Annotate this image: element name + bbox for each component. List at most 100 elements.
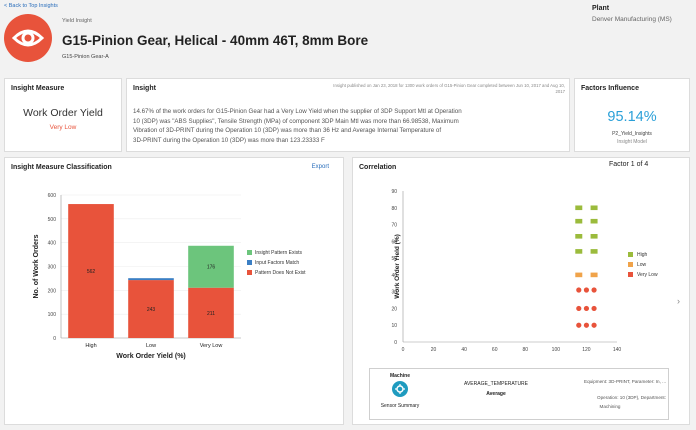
sensor-metric: AVERAGE_TEMPERATURE [464,381,528,387]
insight-measure-title: Insight Measure [11,85,65,92]
x-tick-label: High [85,343,96,349]
y-tick-label: 0 [53,336,56,342]
insight-body-line: 14.67% of the work orders for G15-Pinion… [133,108,462,115]
insight-eye-icon-badge [4,14,52,62]
scatter-point [591,305,597,312]
scatter-point [590,234,598,239]
y-tick-label: 10 [391,323,397,329]
classification-bar-chart: 0 100 200 300 400 500 600 562 High 243 Low 211 176 Ve… [33,193,306,360]
x-tick-label: 80 [523,347,529,353]
scatter-point [576,322,582,328]
bar-segment [128,278,174,281]
x-tick-label: 40 [461,347,467,353]
y-tick-label: 600 [48,193,57,199]
sensor-aggregation: Average [486,391,506,397]
insight-body-line: 3D-PRINT during the Operation 10 (3DP) w… [133,136,325,144]
classification-title: Insight Measure Classification [11,164,112,171]
scatter-point [576,287,582,293]
bar-value-label: 176 [207,265,216,271]
legend-label: Low [637,262,647,268]
scatter-point [590,272,598,278]
scatter-point [576,305,582,312]
department-info: Machining [599,404,621,409]
correlation-title: Correlation [359,164,397,171]
y-tick-label: 100 [48,312,57,318]
correlation-card: Correlation Factor 1 of 4 0 10 20 30 40 50 60 7… [352,157,690,425]
legend-swatch [628,252,633,257]
factor-counter: Factor 1 of 4 [609,161,649,168]
bar-value-label: 243 [147,307,156,313]
legend-swatch [247,260,252,265]
x-tick-label: 140 [613,347,622,353]
factors-influence-title: Factors Influence [581,85,639,92]
y-tick-label: 90 [391,189,397,195]
x-tick-label: 0 [402,347,405,353]
x-tick-label: 100 [552,347,561,353]
scatter-point [583,305,590,312]
legend-label: Insight Pattern Exists [255,250,302,256]
scatter-point [590,205,598,211]
legend-label: Very Low [637,272,658,278]
bar-segment [188,287,234,338]
plant-label: Plant [592,5,610,12]
insight-card: Insight Insight published on Jan 23, 201… [126,78,570,152]
section-label: Yield Insight [62,18,92,24]
y-axis-label: No. of Work Orders [33,234,40,298]
y-tick-label: 0 [394,340,397,346]
y-tick-label: 60 [391,239,397,245]
x-tick-label: Low [146,343,156,349]
scatter-point [575,234,583,239]
factors-influence-card: Factors Influence 95.14% P2_Yield_Insigh… [574,78,690,152]
insight-model-label: Insight Model [617,139,647,145]
scatter-point [575,218,583,224]
x-tick-label: 60 [492,347,498,353]
scatter-point [575,272,583,278]
scatter-point [591,322,597,328]
y-tick-label: 50 [391,256,397,262]
bar-value-label: 211 [207,311,215,317]
export-link[interactable]: Export [311,164,329,170]
page-title: G15-Pinion Gear, Helical - 40mm 46T, 8mm… [62,33,369,48]
insight-title: Insight [133,85,156,92]
scatter-point [590,218,598,224]
sensor-icon [392,381,408,397]
page-subtitle: G15-Pinion Gear-A [62,54,109,60]
y-tick-label: 80 [391,206,397,212]
legend-label: High [637,252,648,258]
back-to-top-insights-link[interactable]: < Back to Top Insights [4,3,58,9]
x-tick-label: Very Low [200,343,223,349]
legend-swatch [628,262,633,267]
machine-label: Machine [389,373,410,379]
y-axis-label: Work Order Yield (%) [394,234,401,299]
x-axis-label: Work Order Yield (%) [116,353,186,360]
legend-swatch [628,272,633,277]
insight-body-line: 10 (3DP) was "ABS Supplies", Tensile Str… [133,117,459,125]
eye-icon [11,29,45,47]
legend-label: Input Factors Match [255,260,299,266]
x-tick-label: 20 [431,347,437,353]
y-tick-label: 200 [48,288,57,294]
x-tick-label: 120 [582,347,591,353]
plant-value: Denver Manufacturing (MS) [592,16,672,23]
y-tick-label: 70 [391,223,397,229]
chevron-right-icon[interactable]: › [677,296,680,306]
classification-card: Insight Measure Classification Export 0 1… [4,157,344,425]
scatter-point [583,287,590,293]
bar-segment [68,204,114,338]
scatter-point [583,322,590,328]
insight-measure-level: Very Low [49,124,77,131]
scatter-point [575,249,583,254]
insight-body-line: Vibration of 3D-PRINT during the Operati… [133,127,442,134]
y-tick-label: 400 [48,241,57,247]
legend-swatch [247,250,252,255]
bar-segment [128,280,174,338]
y-tick-label: 300 [48,265,57,271]
insight-model-name-link[interactable]: P2_Yield_Insights [612,131,652,137]
correlation-scatter-chart: 0 10 20 30 40 50 60 70 80 90 0 20 40 60 80 100 120 140 Wor… [391,189,658,353]
equipment-info: Equipment: 3D-PRINT, Parameter: In, ... [584,379,666,384]
scatter-point [575,205,583,211]
machine-summary-panel[interactable]: Machine Sensor Summary AVERAGE_TEMPERATU… [369,368,669,420]
y-tick-label: 30 [391,290,397,296]
bar-value-label: 562 [87,269,96,275]
